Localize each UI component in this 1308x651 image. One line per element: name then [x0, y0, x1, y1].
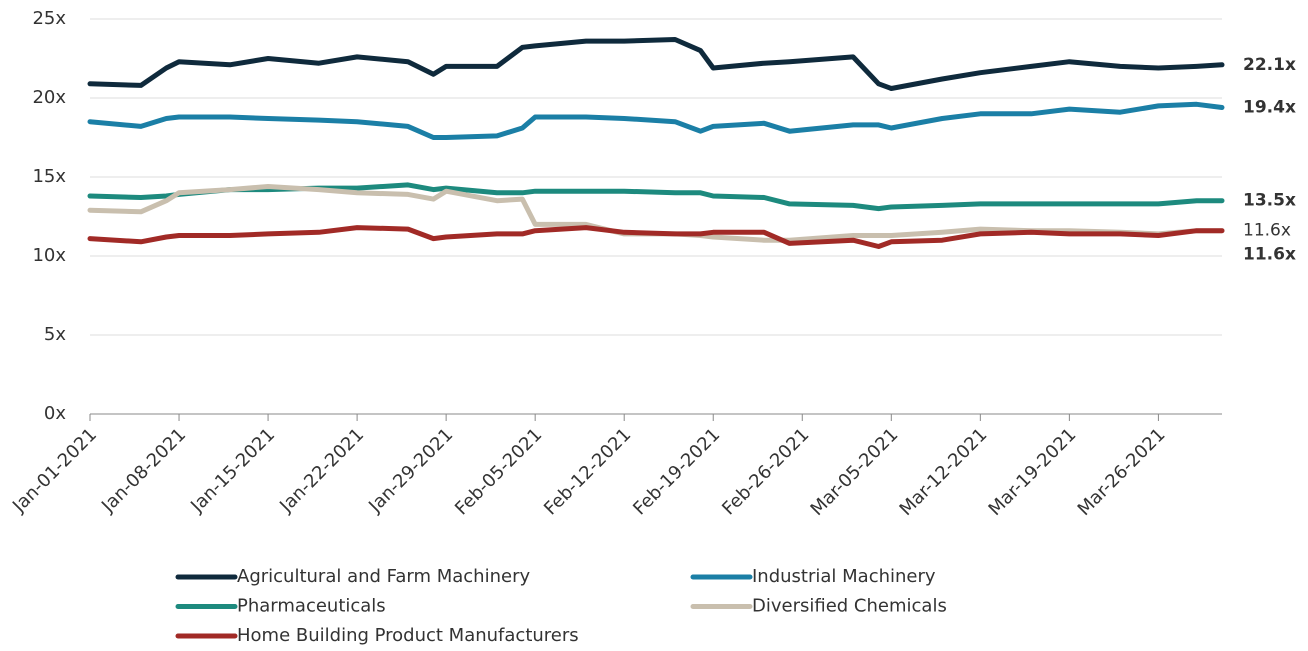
x-tick-label: Mar-12-2021	[896, 424, 992, 520]
y-tick-label: 5x	[44, 324, 66, 345]
y-tick-label: 10x	[32, 245, 66, 266]
legend-label: Industrial Machinery	[752, 566, 936, 587]
y-tick-label: 0x	[44, 403, 66, 424]
end-label: 22.1x	[1243, 55, 1296, 75]
legend-label: Diversified Chemicals	[752, 596, 947, 617]
x-tick-label: Feb-12-2021	[540, 424, 635, 519]
legend-label: Home Building Product Manufacturers	[237, 625, 579, 646]
x-tick-label: Mar-05-2021	[807, 424, 903, 520]
x-tick-label: Feb-05-2021	[451, 424, 546, 519]
x-tick-label: Jan-15-2021	[186, 424, 279, 517]
x-tick-label: Mar-19-2021	[985, 424, 1081, 520]
legend-label: Agricultural and Farm Machinery	[237, 566, 530, 587]
x-tick-label: Jan-01-2021	[8, 424, 101, 517]
x-tick-label: Jan-22-2021	[275, 424, 368, 517]
x-tick-label: Jan-29-2021	[364, 424, 457, 517]
series-line	[87, 37, 1225, 91]
series-line	[87, 225, 1225, 249]
x-tick-label: Feb-19-2021	[629, 424, 724, 519]
y-tick-label: 15x	[32, 166, 66, 187]
end-label: 11.6x	[1243, 221, 1291, 241]
series-line	[87, 101, 1225, 140]
x-tick-label: Feb-26-2021	[718, 424, 813, 519]
x-tick-label: Jan-08-2021	[97, 424, 190, 517]
legend-label: Pharmaceuticals	[237, 596, 386, 617]
y-tick-label: 20x	[32, 87, 66, 108]
x-tick-label: Mar-26-2021	[1074, 424, 1170, 520]
end-label: 11.6x	[1243, 245, 1296, 265]
y-tick-label: 25x	[32, 8, 66, 29]
end-label: 19.4x	[1243, 97, 1296, 117]
end-label: 13.5x	[1243, 191, 1296, 211]
